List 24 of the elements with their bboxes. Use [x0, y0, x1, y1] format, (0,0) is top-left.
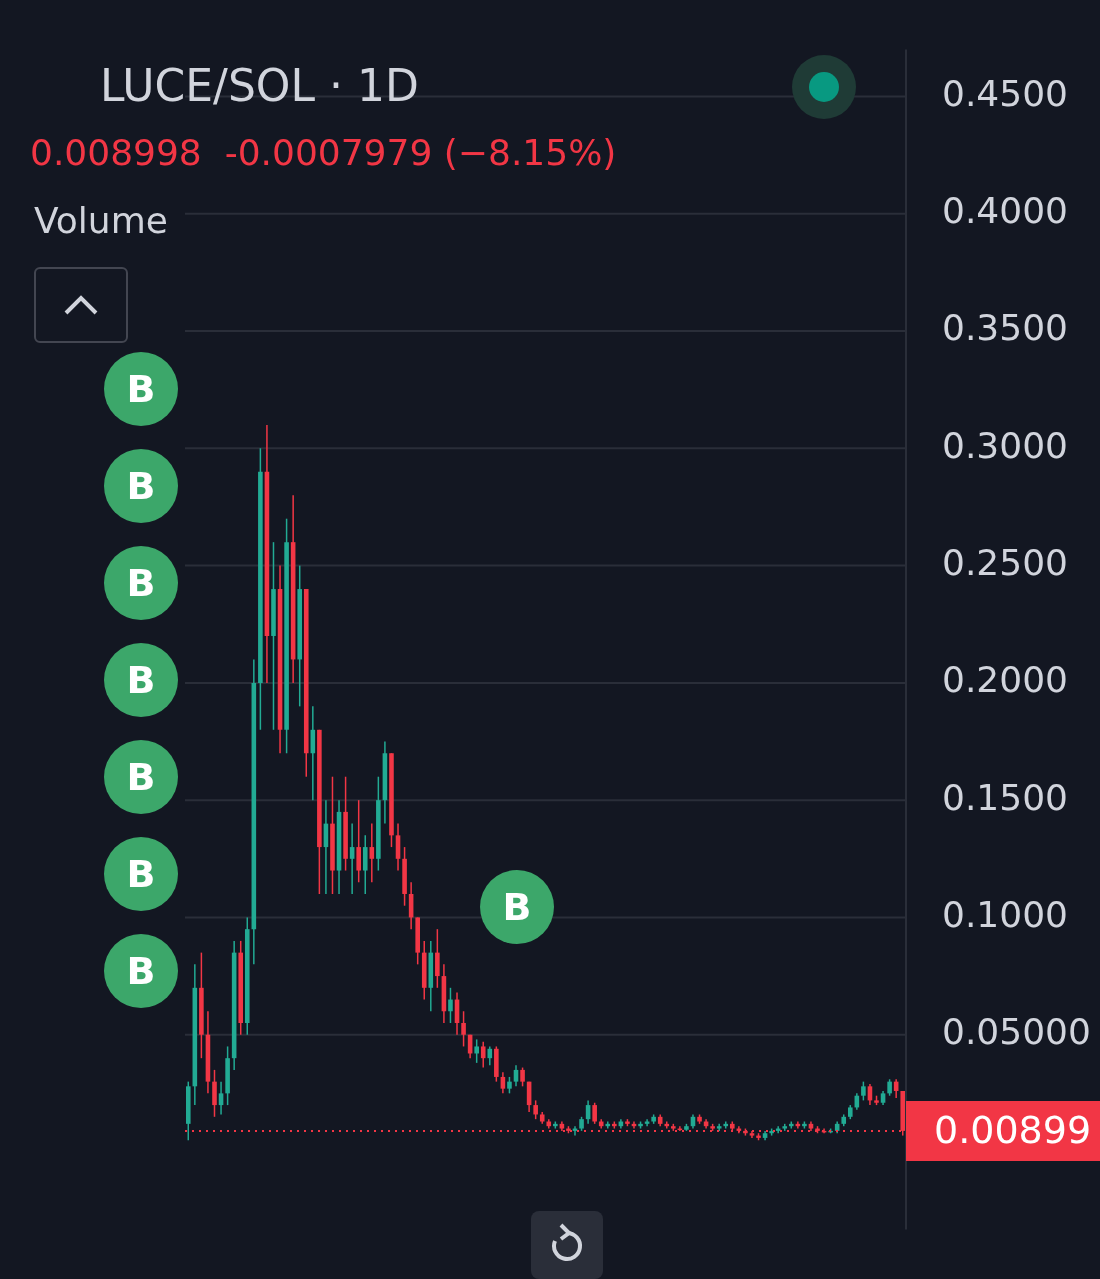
letter-badge: B: [480, 870, 554, 944]
candlestick: [723, 1121, 729, 1129]
letter-badge: B: [104, 352, 178, 426]
candlestick: [605, 1121, 611, 1129]
text: Volume: [34, 200, 168, 241]
y-tick-label: 0.1000: [942, 893, 1068, 935]
y-tick-label: 0.2500: [942, 541, 1068, 583]
ref-line-label: 0.00899: [934, 1107, 1092, 1152]
y-tick-label: 0.3000: [942, 424, 1068, 466]
y-tick-label: 0.1500: [942, 776, 1068, 818]
letter-badge: B: [104, 837, 178, 911]
letter-badge: B: [104, 934, 178, 1008]
letter-badge: B: [104, 546, 178, 620]
chart-title: LUCE/SOL · 1D: [100, 60, 419, 111]
candlestick: [664, 1121, 670, 1129]
letter-badge: B: [104, 449, 178, 523]
y-tick-label: 0.4500: [942, 72, 1068, 114]
y-tick-label: 0.4000: [942, 190, 1068, 232]
letter-badge: B: [104, 643, 178, 717]
y-tick-label: 0.3500: [942, 307, 1068, 349]
letter-badge: B: [104, 740, 178, 814]
text: 0.008998 -0.0007979 (−8.15%): [30, 132, 617, 173]
y-tick-label: 0.2000: [942, 659, 1068, 701]
y-tick-label: 0.05000: [942, 1011, 1091, 1053]
